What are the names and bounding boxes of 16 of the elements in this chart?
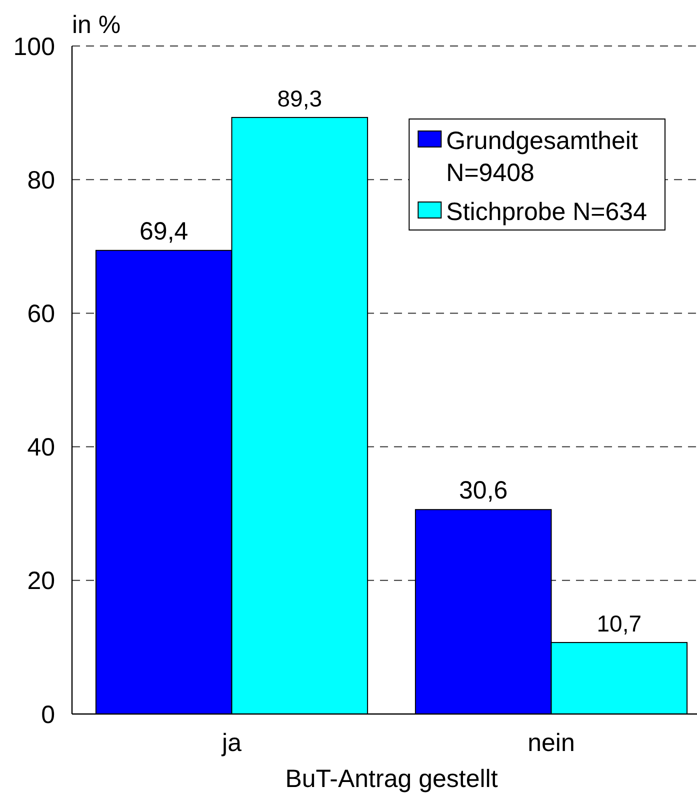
x-tick-label: ja xyxy=(221,729,242,757)
legend-label: Grundgesamtheit N=9408 xyxy=(446,127,638,187)
y-tick-label: 60 xyxy=(27,300,55,328)
x-axis-title: BuT-Antrag gestellt xyxy=(285,765,498,793)
data-label: 10,7 xyxy=(596,610,642,637)
data-label: 89,3 xyxy=(277,85,322,112)
y-tick-label: 40 xyxy=(27,434,55,462)
data-label: 30,6 xyxy=(459,476,508,505)
y-tick-label: 20 xyxy=(27,567,55,596)
y-tick-label: 0 xyxy=(41,700,55,729)
y-tick-label: 80 xyxy=(27,166,55,194)
data-label: 69,4 xyxy=(140,217,188,246)
y-tick-label: 100 xyxy=(13,32,55,61)
legend-label: Stichprobe N=634 xyxy=(446,198,648,226)
x-tick-label: nein xyxy=(528,729,575,757)
y-axis-title: in % xyxy=(72,11,121,39)
